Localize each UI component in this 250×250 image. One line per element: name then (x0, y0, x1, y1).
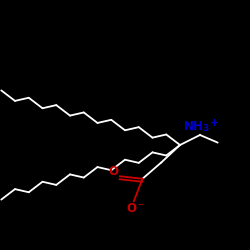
Text: NH: NH (184, 120, 204, 133)
Text: O: O (109, 165, 119, 178)
Text: ⁻: ⁻ (137, 202, 143, 212)
Text: O: O (126, 202, 136, 215)
Text: 3: 3 (202, 124, 209, 133)
Text: +: + (210, 118, 219, 128)
